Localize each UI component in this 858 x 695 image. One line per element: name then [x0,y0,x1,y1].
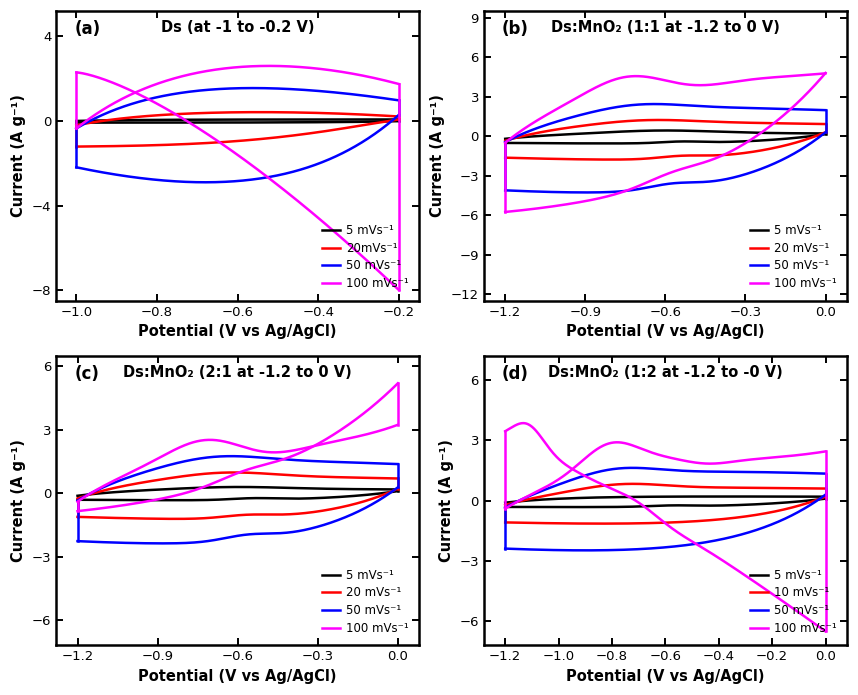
Text: (a): (a) [75,19,100,38]
Y-axis label: Current (A g⁻¹): Current (A g⁻¹) [11,95,27,218]
Y-axis label: Current (A g⁻¹): Current (A g⁻¹) [11,439,26,562]
Legend: 5 mVs⁻¹, 20mVs⁻¹, 50 mVs⁻¹, 100 mVs⁻¹: 5 mVs⁻¹, 20mVs⁻¹, 50 mVs⁻¹, 100 mVs⁻¹ [317,219,414,295]
X-axis label: Potential (V vs Ag/AgCl): Potential (V vs Ag/AgCl) [138,324,337,339]
X-axis label: Potential (V vs Ag/AgCl): Potential (V vs Ag/AgCl) [566,324,764,339]
Text: (d): (d) [502,364,529,382]
X-axis label: Potential (V vs Ag/AgCl): Potential (V vs Ag/AgCl) [138,669,337,684]
Text: (c): (c) [75,364,100,382]
Text: Ds:MnO₂ (1:1 at -1.2 to 0 V): Ds:MnO₂ (1:1 at -1.2 to 0 V) [551,19,780,35]
Text: (b): (b) [502,19,529,38]
Y-axis label: Current (A g⁻¹): Current (A g⁻¹) [438,439,454,562]
Legend: 5 mVs⁻¹, 20 mVs⁻¹, 50 mVs⁻¹, 100 mVs⁻¹: 5 mVs⁻¹, 20 mVs⁻¹, 50 mVs⁻¹, 100 mVs⁻¹ [317,564,414,639]
Y-axis label: Current (A g⁻¹): Current (A g⁻¹) [431,95,445,218]
Text: Ds (at -1 to -0.2 V): Ds (at -1 to -0.2 V) [161,19,314,35]
Text: Ds:MnO₂ (2:1 at -1.2 to 0 V): Ds:MnO₂ (2:1 at -1.2 to 0 V) [124,364,352,379]
X-axis label: Potential (V vs Ag/AgCl): Potential (V vs Ag/AgCl) [566,669,764,684]
Text: Ds:MnO₂ (1:2 at -1.2 to -0 V): Ds:MnO₂ (1:2 at -1.2 to -0 V) [548,364,782,379]
Legend: 5 mVs⁻¹, 20 mVs⁻¹, 50 mVs⁻¹, 100 mVs⁻¹: 5 mVs⁻¹, 20 mVs⁻¹, 50 mVs⁻¹, 100 mVs⁻¹ [746,219,841,295]
Legend: 5 mVs⁻¹, 10 mVs⁻¹, 50 mVs⁻¹, 100 mVs⁻¹: 5 mVs⁻¹, 10 mVs⁻¹, 50 mVs⁻¹, 100 mVs⁻¹ [746,564,841,639]
